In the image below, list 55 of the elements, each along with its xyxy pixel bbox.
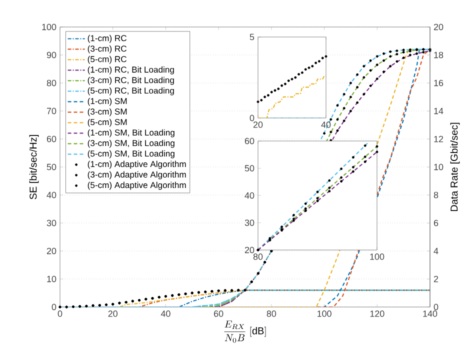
y2-tick-label: 4 <box>434 248 438 254</box>
legend-label: (5-cm) SM, Bit Loading <box>88 150 174 158</box>
y2-tick-label: 14 <box>434 108 444 114</box>
y-tick-label: 40 <box>244 192 254 199</box>
y2-tick-label: 2 <box>434 276 438 282</box>
legend-label: (3-cm) SM, Bit Loading <box>88 140 174 148</box>
y-tick-label: 10 <box>47 276 56 282</box>
legend-label: (5-cm) RC, Bit Loading <box>88 87 174 96</box>
legend-label: (5-cm) RC <box>88 56 127 64</box>
x-tick-label: 100 <box>317 310 332 317</box>
x-tick-label: 0 <box>58 310 62 317</box>
y-tick-label: 100 <box>42 24 56 30</box>
legend-label: (1-cm) Adaptive Algorithm <box>88 160 186 169</box>
y-tick-label: 20 <box>244 246 254 254</box>
legend-label: (3-cm) SM <box>88 108 127 116</box>
legend-label: (1-cm) RC, Bit Loading <box>88 66 174 74</box>
y-tick-label: 40 <box>46 192 56 198</box>
x-tick-label: 60 <box>214 310 224 317</box>
x-tick-label: 140 <box>423 310 438 317</box>
y-axis-title: SE [bit/sec/Hz] <box>29 135 39 200</box>
y2-tick-label: 8 <box>434 192 438 198</box>
legend-label: (5-cm) Adaptive Algorithm <box>88 182 186 190</box>
x-axis-title: $\frac{E_{RX}}{N_0B}\ [\mathrm{dB}]$ <box>224 320 266 343</box>
y2-tick-label: 0 <box>434 304 438 310</box>
y-tick-label: 30 <box>46 220 56 226</box>
y-tick-label: 50 <box>46 164 56 170</box>
y-tick-label: 70 <box>46 108 56 114</box>
y-tick-label: 80 <box>46 80 56 86</box>
y2-tick-label: 20 <box>434 24 444 30</box>
legend-label: (1-cm) SM <box>88 98 127 106</box>
y-tick-label: 50 <box>244 165 254 172</box>
y-tick-label: 0 <box>250 114 254 122</box>
y-tick-label: 5 <box>250 34 254 40</box>
y-tick-label: 30 <box>244 220 254 226</box>
legend-label: (3-cm) Adaptive Algorithm <box>88 171 186 180</box>
y2-tick-label: 18 <box>434 52 444 58</box>
legend-label: (5-cm) SM <box>88 118 127 127</box>
y-tick-label: 60 <box>46 136 56 142</box>
legend-label: (1-cm) SM, Bit Loading <box>88 129 174 138</box>
y2-tick-label: 10 <box>434 164 444 170</box>
x-tick-label: 120 <box>370 310 384 317</box>
x-tick-label: 20 <box>108 310 118 317</box>
y2-tick-label: 6 <box>434 220 438 226</box>
y2-axis-title: Data Rate [Gbit/sec] <box>450 122 460 212</box>
y-tick-label: 60 <box>244 138 254 144</box>
y-tick-label: 0 <box>52 304 56 310</box>
y2-tick-label: 16 <box>434 80 444 86</box>
legend-label: (3-cm) RC, Bit Loading <box>88 76 174 85</box>
y-tick-label: 20 <box>46 248 56 254</box>
legend-label: (1-cm) RC <box>88 34 127 43</box>
legend-label: (3-cm) RC <box>88 45 127 54</box>
y2-tick-label: 12 <box>434 136 444 142</box>
y-tick-label: 90 <box>46 52 56 58</box>
x-tick-label: 80 <box>266 310 276 317</box>
x-tick-label: 40 <box>160 310 170 317</box>
